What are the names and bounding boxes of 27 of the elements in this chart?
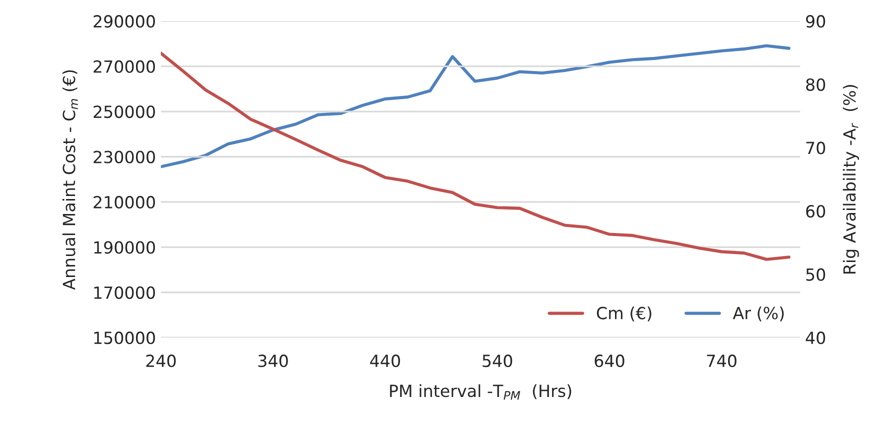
y2-axis-title: Rig Availability -A$_{r}$ (%) [842, 85, 859, 274]
y-tick-label: 170000 [94, 286, 155, 299]
legend-label: Cm (€) [596, 306, 652, 322]
x-tick-label: 240 [146, 354, 176, 368]
x-tick-label: 740 [707, 354, 736, 368]
x-tick-label: 540 [482, 354, 512, 368]
x-tick-label: 640 [594, 354, 624, 368]
y-axis-title: Annual Maint Cost - C$_{m}$ (€) [62, 70, 78, 290]
y2-tick-label: 90 [806, 15, 826, 28]
x-tick-label: 340 [258, 354, 288, 368]
y-tick-label: 250000 [94, 105, 155, 118]
y-tick-label: 210000 [94, 196, 155, 209]
x-tick-label: 440 [370, 354, 400, 368]
y2-tick-label: 60 [806, 204, 826, 218]
y2-tick-label: 50 [806, 268, 826, 281]
y-tick-label: 270000 [94, 60, 155, 73]
y2-tick-label: 70 [806, 142, 826, 154]
line-series [160, 44, 790, 168]
x-axis-title: PM interval -T$_{PM}$ (Hrs) [390, 384, 572, 400]
y2-tick-label: 80 [806, 78, 826, 91]
line-series [160, 52, 790, 261]
y-tick-label: 190000 [94, 241, 155, 254]
legend-label: Ar (%) [732, 306, 784, 322]
y-tick-label: 230000 [94, 150, 155, 164]
y-tick-label: 150000 [94, 332, 155, 344]
y-tick-label: 290000 [94, 15, 155, 28]
y2-tick-label: 40 [806, 332, 826, 344]
